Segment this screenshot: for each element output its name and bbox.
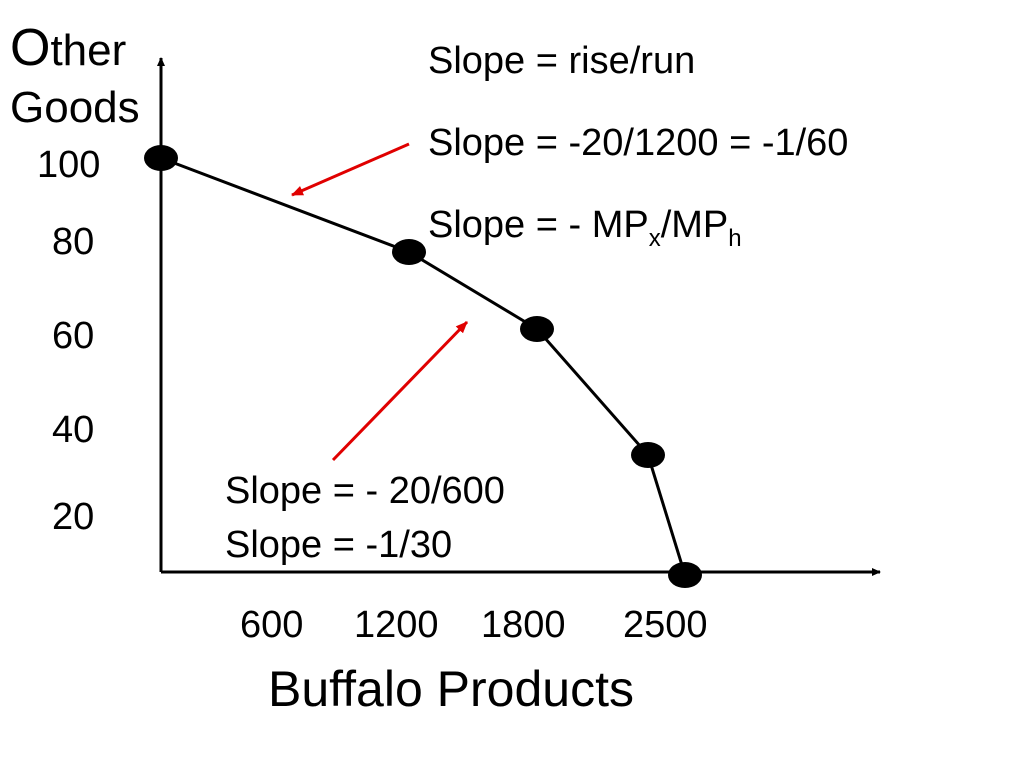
top-annotation-arrow [291,142,410,197]
mp-ratio-sub-x: x [648,225,661,252]
annotation-slope-lower-reduced: Slope = -1/30 [225,524,453,566]
x-tick-label: 1800 [481,604,566,646]
data-point [631,442,665,468]
y-axis-label-line2: Goods [10,83,140,132]
x-tick-label: 1200 [354,604,439,646]
x-tick-label: 2500 [623,604,708,646]
data-point [392,239,426,265]
annotation-slope-definition: Slope = rise/run [428,40,696,82]
y-tick-label: 100 [37,144,101,186]
mp-ratio-mid: /MP [660,204,729,246]
annotation-slope-mp-ratio: Slope = - MPx/MPh [428,204,742,251]
data-point [668,562,702,588]
data-point [520,316,554,342]
y-tick-label: 80 [52,221,95,263]
data-point [144,145,178,171]
y-axis-label-line1: Other [10,22,126,74]
y-tick-label: 60 [52,315,95,357]
x-tick-label: 600 [240,604,304,646]
annotation-slope-upper-segment: Slope = -20/1200 = -1/60 [428,122,849,164]
mp-ratio-sub-h: h [728,225,742,252]
y-tick-label: 20 [52,496,95,538]
bottom-annotation-arrow [331,320,469,462]
y-tick-label: 40 [52,409,95,451]
mp-ratio-prefix: Slope = - MP [428,204,649,246]
y-axis-label-rest: ther [50,26,127,75]
y-axis-label-first-letter: O [10,19,51,77]
x-axis-label: Buffalo Products [268,661,634,717]
annotation-slope-lower-fraction: Slope = - 20/600 [225,470,505,512]
